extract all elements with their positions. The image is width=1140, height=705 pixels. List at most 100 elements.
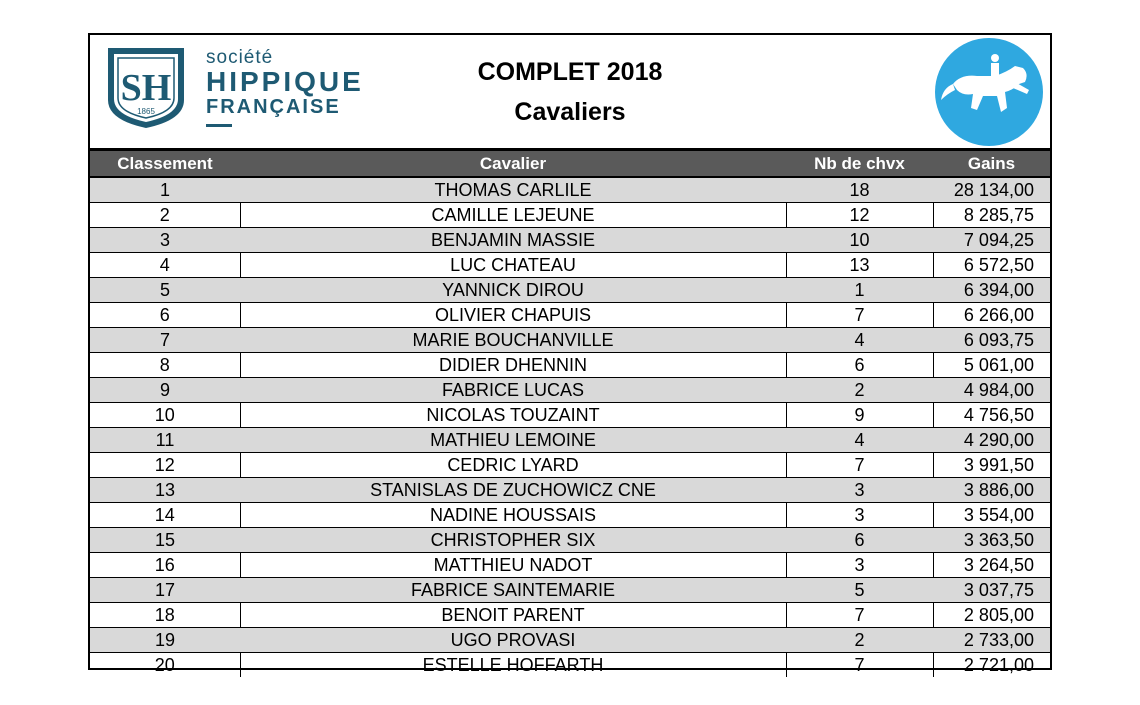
svg-text:1865: 1865	[137, 107, 155, 116]
table-row: 14 NADINE HOUSSAIS 3 3 554,00	[90, 502, 1050, 528]
cell-rank: 2	[90, 202, 241, 228]
cell-gains: 6 572,50	[933, 252, 1050, 278]
header-nb-chevaux: Nb de chvx	[786, 148, 933, 178]
cell-rider: STANISLAS DE ZUCHOWICZ CNE	[240, 477, 786, 503]
cell-rank: 9	[90, 377, 240, 403]
cell-rank: 6	[90, 302, 241, 328]
cell-rider: FABRICE SAINTEMARIE	[240, 577, 786, 603]
cell-horses: 2	[786, 627, 933, 653]
cell-rider: FABRICE LUCAS	[240, 377, 786, 403]
cell-rank: 10	[90, 402, 241, 428]
cell-rank: 7	[90, 327, 240, 353]
header-cavalier: Cavalier	[240, 148, 786, 178]
table-row: 1 THOMAS CARLILE 18 28 134,00	[90, 177, 1050, 203]
cell-gains: 28 134,00	[933, 177, 1050, 203]
cell-gains: 3 363,50	[933, 527, 1050, 553]
table-row: 16 MATTHIEU NADOT 3 3 264,50	[90, 552, 1050, 578]
cell-gains: 4 984,00	[933, 377, 1050, 403]
table-row: 17 FABRICE SAINTEMARIE 5 3 037,75	[90, 577, 1050, 603]
cell-rider: CAMILLE LEJEUNE	[240, 202, 787, 228]
cell-horses: 12	[786, 202, 934, 228]
cell-rider: THOMAS CARLILE	[240, 177, 786, 203]
table-row: 20 ESTELLE HOFFARTH 7 2 721,00	[90, 652, 1050, 677]
table-row: 19 UGO PROVASI 2 2 733,00	[90, 627, 1050, 653]
table-row: 11 MATHIEU LEMOINE 4 4 290,00	[90, 427, 1050, 453]
table-row: 12 CEDRIC LYARD 7 3 991,50	[90, 452, 1050, 478]
logo-line-societe: société	[206, 47, 274, 68]
cell-rider: ESTELLE HOFFARTH	[240, 652, 787, 677]
cell-rider: OLIVIER CHAPUIS	[240, 302, 787, 328]
table-row: 3 BENJAMIN MASSIE 10 7 094,25	[90, 227, 1050, 253]
table-row: 4 LUC CHATEAU 13 6 572,50	[90, 252, 1050, 278]
document-header: SH 1865 société HIPPIQUE FRANÇAISE COMPL…	[90, 35, 1050, 148]
cell-horses: 4	[786, 427, 933, 453]
cell-rider: LUC CHATEAU	[240, 252, 787, 278]
cell-rank: 4	[90, 252, 241, 278]
cell-rider: NICOLAS TOUZAINT	[240, 402, 787, 428]
cell-gains: 4 290,00	[933, 427, 1050, 453]
cell-horses: 3	[786, 552, 934, 578]
cell-horses: 6	[786, 352, 934, 378]
cell-horses: 3	[786, 477, 933, 503]
cell-rank: 11	[90, 427, 240, 453]
horse-rider-icon	[935, 38, 1043, 146]
ranking-table: Classement Cavalier Nb de chvx Gains 1 T…	[90, 148, 1050, 677]
cell-horses: 10	[786, 227, 933, 253]
cell-horses: 1	[786, 277, 933, 303]
cell-horses: 4	[786, 327, 933, 353]
cell-rider: CEDRIC LYARD	[240, 452, 787, 478]
cell-rank: 20	[90, 652, 241, 677]
table-row: 15 CHRISTOPHER SIX 6 3 363,50	[90, 527, 1050, 553]
table-row: 6 OLIVIER CHAPUIS 7 6 266,00	[90, 302, 1050, 328]
cell-rider: MARIE BOUCHANVILLE	[240, 327, 786, 353]
cell-rank: 16	[90, 552, 241, 578]
cell-rider: DIDIER DHENNIN	[240, 352, 787, 378]
table-row: 5 YANNICK DIROU 1 6 394,00	[90, 277, 1050, 303]
cell-rank: 5	[90, 277, 240, 303]
cell-horses: 13	[786, 252, 934, 278]
shf-seal-icon: SH 1865	[108, 48, 184, 128]
cell-rank: 1	[90, 177, 240, 203]
cell-rider: BENJAMIN MASSIE	[240, 227, 786, 253]
cell-horses: 3	[786, 502, 934, 528]
shf-wordmark: société HIPPIQUE FRANÇAISE	[206, 48, 364, 127]
cell-rank: 12	[90, 452, 241, 478]
table-row: 18 BENOIT PARENT 7 2 805,00	[90, 602, 1050, 628]
logo-underline	[206, 124, 232, 127]
cell-rider: MATHIEU LEMOINE	[240, 427, 786, 453]
cell-rider: CHRISTOPHER SIX	[240, 527, 786, 553]
cell-gains: 3 037,75	[933, 577, 1050, 603]
cell-gains: 2 805,00	[933, 602, 1050, 628]
cell-rank: 8	[90, 352, 241, 378]
cell-gains: 5 061,00	[933, 352, 1050, 378]
cell-rank: 19	[90, 627, 240, 653]
table-row: 13 STANISLAS DE ZUCHOWICZ CNE 3 3 886,00	[90, 477, 1050, 503]
cell-gains: 6 266,00	[933, 302, 1050, 328]
page-title: COMPLET 2018	[477, 58, 663, 86]
svg-text:SH: SH	[121, 67, 172, 109]
table-row: 7 MARIE BOUCHANVILLE 4 6 093,75	[90, 327, 1050, 353]
cell-rider: NADINE HOUSSAIS	[240, 502, 787, 528]
document-frame: SH 1865 société HIPPIQUE FRANÇAISE COMPL…	[88, 33, 1052, 677]
cell-rank: 13	[90, 477, 240, 503]
cell-gains: 2 721,00	[963, 654, 1034, 675]
page-subtitle: Cavaliers	[514, 98, 626, 126]
cell-gains: 2 733,00	[933, 627, 1050, 653]
cell-gains: 3 886,00	[933, 477, 1050, 503]
cell-rider: YANNICK DIROU	[240, 277, 786, 303]
cell-rank: 17	[90, 577, 240, 603]
header-classement: Classement	[90, 148, 240, 178]
cell-horses: 7	[786, 602, 934, 628]
title-block: COMPLET 2018 Cavaliers	[420, 53, 720, 133]
table-header-row: Classement Cavalier Nb de chvx Gains	[90, 148, 1050, 178]
cell-rank: 15	[90, 527, 240, 553]
cell-horses: 9	[786, 402, 934, 428]
cell-rank: 3	[90, 227, 240, 253]
cell-rank: 18	[90, 602, 241, 628]
cell-horses: 7	[786, 302, 934, 328]
cell-horses: 5	[786, 577, 933, 603]
cell-horses: 6	[786, 527, 933, 553]
cell-horses: 7	[786, 652, 934, 677]
cell-horses: 18	[786, 177, 933, 203]
header-gains: Gains	[933, 148, 1050, 178]
